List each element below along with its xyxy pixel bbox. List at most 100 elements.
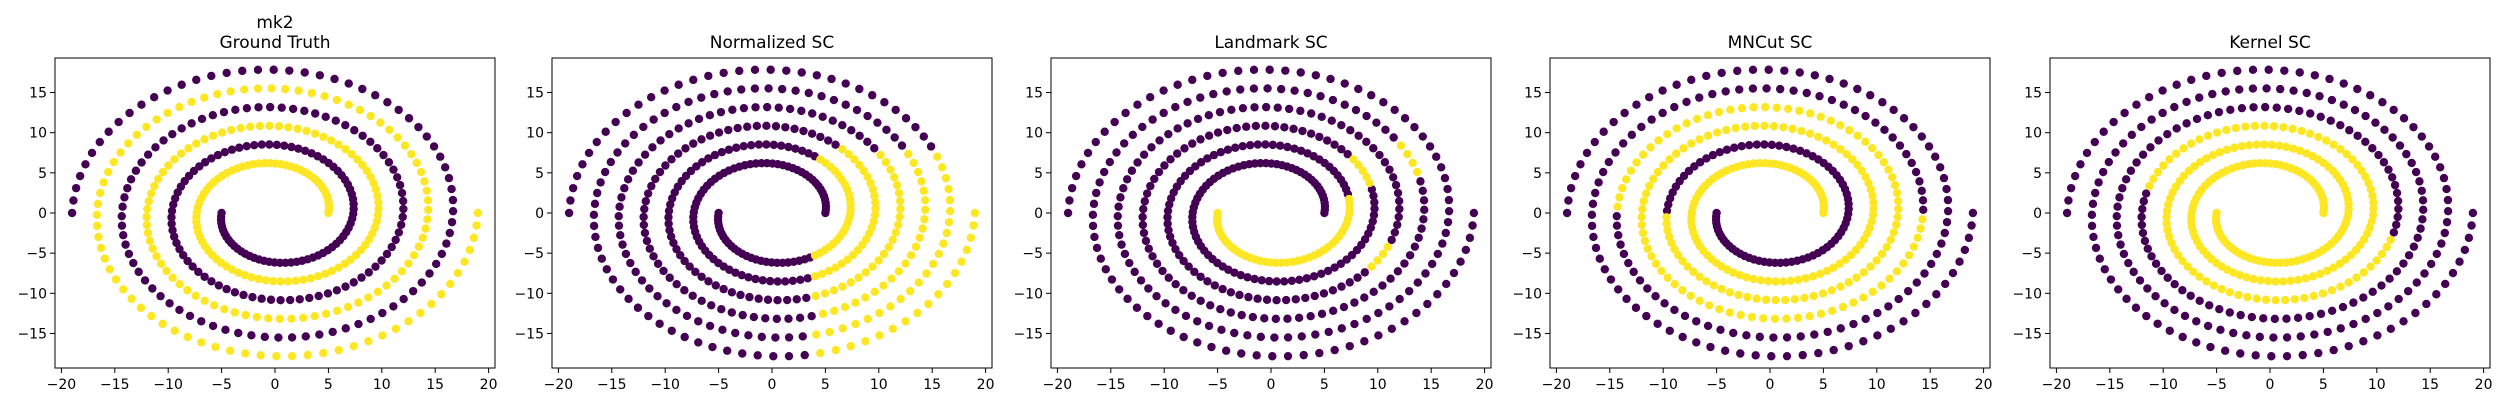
scatter-point	[966, 233, 976, 243]
scatter-point	[230, 308, 239, 317]
scatter-point	[689, 75, 698, 85]
scatter-point	[1695, 296, 1704, 306]
scatter-point	[183, 286, 192, 295]
scatter-point	[169, 200, 178, 209]
scatter-point	[397, 267, 407, 276]
scatter-point	[1722, 125, 1731, 135]
scatter-point	[1892, 267, 1902, 276]
scatter-point	[2132, 100, 2141, 109]
x-tick-label: −15	[2095, 377, 2125, 393]
scatter-point	[743, 122, 752, 131]
scatter-point	[838, 120, 847, 130]
scatter-point	[1209, 89, 1218, 99]
scatter-point	[239, 290, 248, 300]
scatter-point	[705, 131, 715, 140]
scatter-point	[2140, 236, 2150, 246]
scatter-point	[718, 325, 727, 335]
scatter-point	[694, 317, 703, 326]
scatter-point	[1730, 143, 1739, 152]
scatter-point	[131, 166, 141, 175]
scatter-point	[362, 166, 371, 175]
scatter-point	[234, 268, 243, 277]
scatter-point	[1319, 289, 1329, 298]
scatter-point	[424, 205, 433, 215]
scatter-point	[863, 314, 872, 324]
scatter-point	[2369, 198, 2378, 207]
scatter-point	[2095, 254, 2105, 263]
scatter-point	[1243, 331, 1252, 340]
scatter-point	[2202, 154, 2211, 163]
scatter-point	[2070, 171, 2080, 181]
scatter-point	[2301, 274, 2310, 283]
scatter-point	[777, 84, 787, 94]
scatter-point	[2215, 147, 2224, 157]
scatter-point	[213, 150, 223, 160]
scatter-point	[121, 240, 130, 249]
scatter-point	[640, 150, 650, 159]
scatter-point	[837, 259, 847, 268]
scatter-point	[871, 204, 880, 213]
scatter-point	[943, 279, 952, 289]
scatter-point	[1672, 80, 1681, 89]
scatter-point	[1861, 172, 1870, 182]
scatter-point	[1782, 351, 1792, 361]
scatter-point	[1350, 298, 1359, 307]
scatter-point	[302, 126, 311, 136]
scatter-point	[924, 299, 933, 309]
scatter-point	[1708, 150, 1718, 160]
scatter-point	[99, 178, 108, 187]
scatter-point	[727, 288, 737, 297]
scatter-point	[1632, 158, 1641, 167]
scatter-point	[1145, 93, 1155, 102]
scatter-point	[1217, 325, 1226, 335]
scatter-point	[247, 331, 256, 340]
scatter-point	[1344, 194, 1354, 204]
scatter-point	[2147, 252, 2156, 261]
scatter-point	[1237, 310, 1246, 320]
scatter-point	[95, 137, 104, 147]
scatter-point	[1653, 167, 1663, 177]
scatter-point	[1903, 286, 1913, 296]
scatter-point	[453, 268, 463, 278]
scatter-point	[707, 301, 716, 310]
scatter-point	[811, 291, 820, 301]
scatter-point	[2225, 288, 2235, 297]
scatter-point	[234, 328, 243, 338]
scatter-point	[1442, 279, 1451, 289]
scatter-point	[2100, 265, 2109, 274]
scatter-point	[2248, 65, 2258, 75]
scatter-point	[869, 217, 878, 226]
scatter-point	[2089, 232, 2098, 242]
scatter-point	[684, 97, 693, 107]
scatter-point	[2187, 139, 2196, 148]
scatter-point	[1290, 144, 1299, 153]
scatter-point	[1771, 277, 1780, 286]
scatter-point	[1616, 240, 1625, 249]
scatter-point	[873, 118, 882, 127]
scatter-point	[1139, 204, 1148, 214]
scatter-point	[1142, 189, 1152, 198]
scatter-point	[1362, 314, 1371, 324]
scatter-point	[1120, 249, 1130, 259]
scatter-point	[1893, 212, 1902, 222]
scatter-point	[641, 197, 650, 206]
scatter-point	[1159, 108, 1168, 118]
scatter-point	[2170, 244, 2179, 254]
scatter-point	[307, 88, 316, 98]
scatter-point	[1196, 296, 1205, 306]
scatter-point	[2115, 193, 2124, 202]
scatter-point	[2256, 276, 2265, 285]
scatter-point	[256, 351, 265, 360]
scatter-point	[804, 88, 813, 98]
scatter-point	[2247, 312, 2257, 322]
scatter-point	[818, 112, 827, 121]
scatter-point	[812, 330, 821, 339]
scatter-point	[220, 147, 229, 157]
scatter-point	[1809, 291, 1818, 301]
scatter-point	[2399, 259, 2408, 268]
scatter-point	[274, 333, 283, 342]
scatter-point	[2407, 158, 2416, 168]
scatter-point	[1576, 160, 1585, 169]
scatter-point	[226, 87, 235, 96]
scatter-point	[2361, 314, 2370, 324]
